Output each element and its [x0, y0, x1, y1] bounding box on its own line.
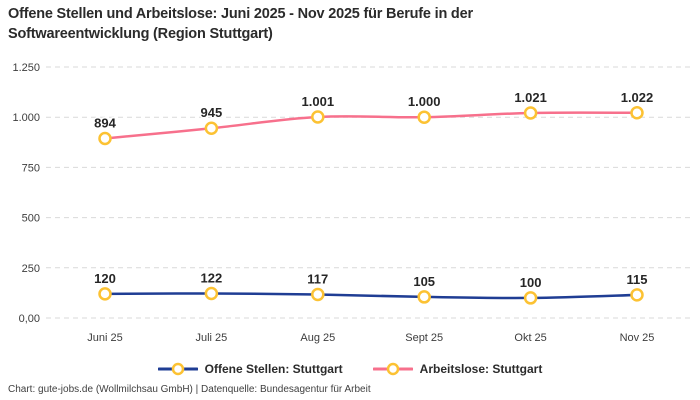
legend-swatch-arbeitslose — [372, 362, 413, 376]
legend-item-offene-stellen[interactable]: Offene Stellen: Stuttgart — [157, 362, 343, 376]
data-point[interactable] — [204, 121, 219, 135]
data-point[interactable] — [311, 110, 325, 124]
data-point[interactable] — [417, 290, 431, 304]
y-axis-tick-label: 1.000 — [12, 112, 40, 124]
legend-swatch-offene-stellen — [157, 362, 198, 376]
data-point[interactable] — [523, 291, 538, 305]
data-point-label: 117 — [307, 272, 328, 287]
data-point-label: 100 — [520, 275, 542, 290]
y-axis-tick-label: 250 — [22, 263, 40, 275]
y-axis-tick-label: 1.250 — [12, 62, 40, 74]
line-chart-plot: 0,00 250 500 750 1.000 1.250 Juni 25 Juli 25 Aug… — [12, 62, 692, 344]
data-point-label: 120 — [94, 271, 116, 286]
legend-label-arbeitslose: Arbeitslose: Stuttgart — [419, 362, 543, 376]
x-axis-tick-label: Nov 25 — [620, 332, 655, 344]
y-axis-tick-label: 750 — [22, 162, 40, 174]
data-point-label: 1.021 — [514, 90, 547, 105]
chart-title: Offene Stellen und Arbeitslose: Juni 202… — [8, 6, 473, 43]
data-point-label: 1.001 — [302, 94, 335, 109]
data-point[interactable] — [417, 110, 431, 124]
data-point[interactable] — [523, 106, 538, 120]
x-axis-tick-label: Juli 25 — [196, 332, 228, 344]
x-axis-tick-label: Juni 25 — [87, 332, 122, 344]
y-axis-tick-label: 500 — [22, 213, 40, 225]
legend-marker-icon — [386, 362, 399, 376]
attribution-footer: Chart: gute-jobs.de (Wollmilchsau GmbH) … — [8, 384, 371, 395]
data-point[interactable] — [98, 131, 112, 146]
data-point-label: 115 — [627, 272, 648, 287]
y-axis-tick-label: 0,00 — [19, 313, 40, 325]
x-axis-tick-label: Okt 25 — [514, 332, 546, 344]
data-point-label: 945 — [201, 105, 223, 120]
legend-label-offene-stellen: Offene Stellen: Stuttgart — [204, 362, 343, 376]
data-point-label: 122 — [201, 271, 223, 286]
legend-marker-icon — [171, 362, 184, 376]
data-point-label: 1.000 — [408, 94, 441, 109]
data-point-label: 105 — [413, 274, 435, 289]
data-point[interactable] — [630, 288, 644, 302]
data-point[interactable] — [204, 286, 219, 301]
data-point[interactable] — [630, 106, 644, 120]
data-point-label: 1.022 — [621, 90, 654, 105]
chart-legend: Offene Stellen: Stuttgart Arbeitslose: S… — [0, 359, 700, 379]
data-point[interactable] — [311, 287, 325, 302]
series-line-1 — [103, 111, 639, 140]
data-point-label: 894 — [94, 115, 116, 130]
series-line-0 — [103, 292, 639, 300]
legend-item-arbeitslose[interactable]: Arbeitslose: Stuttgart — [372, 362, 543, 376]
data-point[interactable] — [98, 287, 112, 301]
x-axis-tick-label: Aug 25 — [300, 332, 335, 344]
x-axis-tick-label: Sept 25 — [405, 332, 443, 344]
